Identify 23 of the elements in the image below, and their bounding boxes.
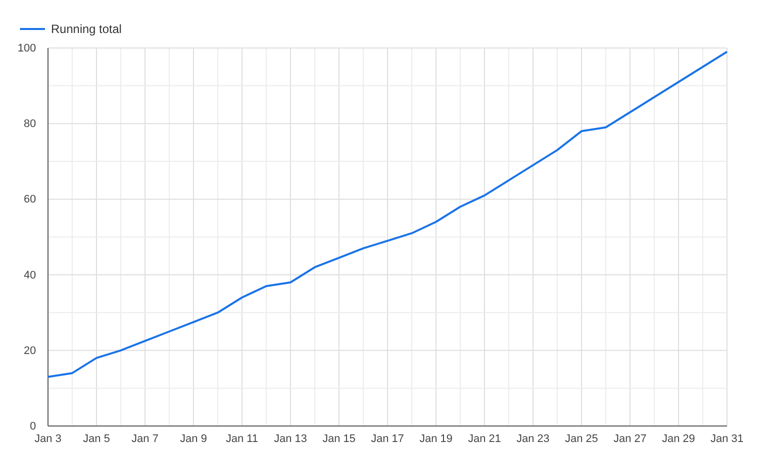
x-tick-label: Jan 15	[322, 432, 356, 445]
y-tick-label: 60	[24, 194, 36, 206]
line-series	[47, 50, 728, 378]
x-tick-label: Jan 19	[419, 432, 453, 445]
x-tick-label: Jan 11	[226, 432, 258, 445]
y-tick-label: 40	[24, 269, 36, 282]
y-tick-label: 80	[24, 118, 36, 130]
x-tick-label: Jan 3	[34, 432, 62, 445]
x-tick-label: Jan 13	[274, 432, 308, 445]
x-tick-label: Jan 7	[132, 432, 158, 445]
x-tick-label: Jan 25	[564, 432, 598, 445]
x-tick-label: Jan 27	[613, 432, 647, 445]
x-tick-label: Jan 5	[83, 432, 110, 445]
y-tick-label: 20	[24, 344, 36, 357]
x-tick-label: Jan 21	[468, 432, 502, 445]
legend-label: Running total	[51, 22, 122, 36]
x-tick-label: Jan 31	[710, 432, 744, 445]
x-tick-label: Jan 29	[662, 432, 696, 445]
y-tick-label: 0	[30, 420, 36, 433]
x-tick-label: Jan 17	[370, 432, 404, 445]
y-tick-label: 100	[18, 42, 36, 55]
x-tick-label: Jan 9	[180, 432, 207, 445]
x-tick-label: Jan 23	[516, 432, 550, 445]
